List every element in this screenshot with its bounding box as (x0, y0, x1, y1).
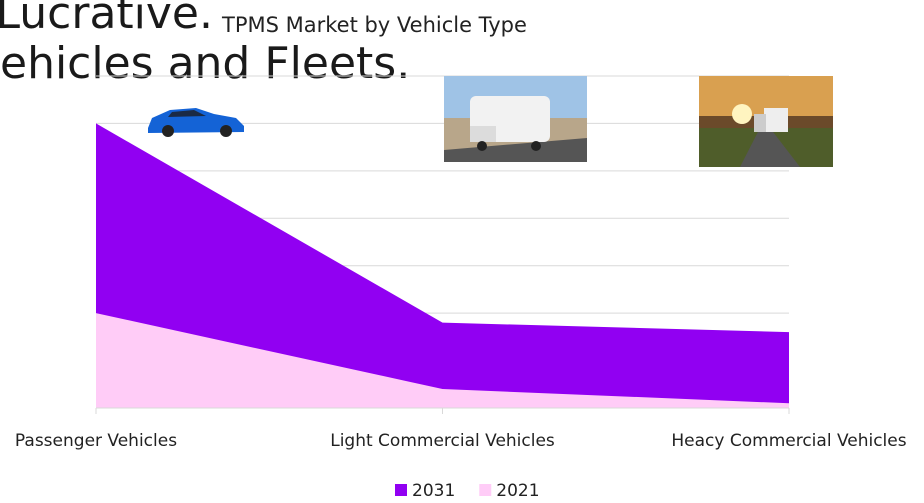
legend-swatch (395, 484, 407, 496)
slide: Lucrative. ehicles and Fleets. TPMS Mark… (0, 0, 924, 503)
legend-swatch (479, 484, 491, 496)
chart-title: TPMS Market by Vehicle Type (221, 13, 527, 37)
heading: Lucrative. (0, 0, 213, 39)
x-tick-label: Heacy Commercial Vehicles (671, 431, 906, 451)
x-tick-label: Light Commercial Vehicles (330, 431, 555, 451)
page: {"slide": {"heading_line_1": "Lucrative.… (0, 0, 924, 503)
heading: ehicles and Fleets. (0, 38, 410, 89)
legend-label: 2021 (496, 481, 539, 501)
truck-image (699, 76, 833, 167)
car-image (148, 108, 244, 137)
x-tick-label: Passenger Vehicles (15, 431, 177, 451)
rv-image (444, 76, 587, 162)
legend-label: 2031 (412, 481, 455, 501)
